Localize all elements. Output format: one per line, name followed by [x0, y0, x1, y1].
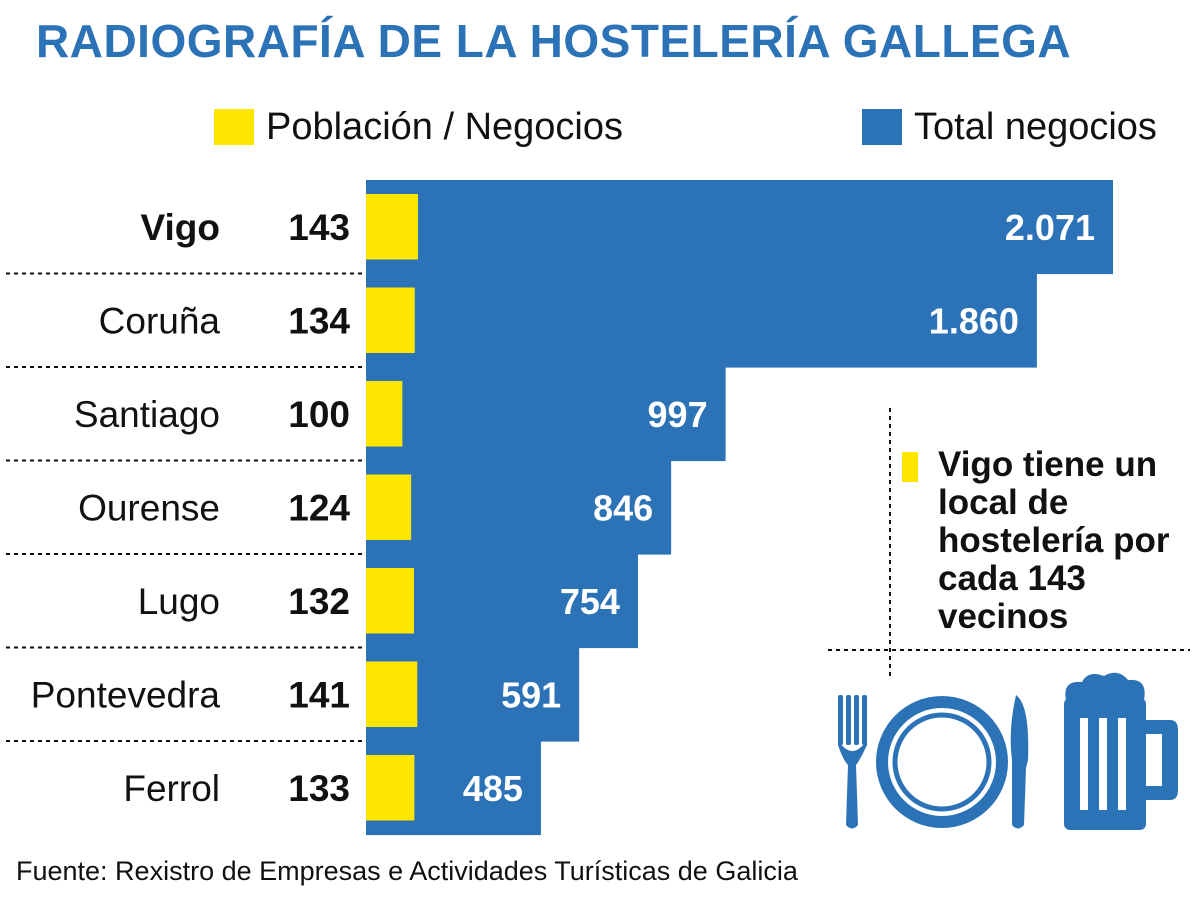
bar-total-1 — [366, 273, 1037, 368]
source-note: Fuente: Rexistro de Empresas e Actividad… — [16, 856, 798, 886]
ratio-label-0: 143 — [288, 207, 350, 248]
knife-icon — [1010, 695, 1029, 829]
chart-title: RADIOGRAFÍA DE LA HOSTELERÍA GALLEGA — [36, 15, 1072, 67]
category-label-1: Coruña — [99, 300, 221, 341]
bar-ratio-0 — [366, 194, 418, 260]
legend-label-total: Total negocios — [914, 105, 1157, 148]
legend-label-ratio: Población / Negocios — [266, 105, 623, 148]
value-label-3: 846 — [593, 487, 653, 528]
ratio-label-4: 132 — [288, 581, 350, 622]
bar-ratio-6 — [366, 755, 415, 821]
bar-ratio-3 — [366, 474, 412, 540]
ratio-label-5: 141 — [288, 674, 350, 715]
value-label-6: 485 — [463, 768, 523, 809]
legend-swatch-ratio — [214, 109, 254, 145]
category-label-4: Lugo — [138, 581, 220, 622]
row-separators — [6, 272, 366, 742]
bar-ratio-5 — [366, 661, 418, 727]
callout-marker — [902, 452, 918, 482]
fork-icon — [838, 695, 867, 829]
ratio-label-3: 124 — [288, 487, 350, 528]
beer-mug-icon — [1064, 672, 1178, 830]
value-label-2: 997 — [648, 394, 708, 435]
value-label-1: 1.860 — [929, 300, 1019, 341]
category-label-6: Ferrol — [123, 768, 220, 809]
value-label-0: 2.071 — [1005, 207, 1095, 248]
plate-icon — [876, 696, 1008, 828]
labels-layer: 2.071 Vigo 143 1.860 Coruña 134 997 Santiago 100… — [31, 207, 1095, 809]
ratio-label-2: 100 — [288, 394, 350, 435]
ratio-label-6: 133 — [288, 768, 350, 809]
category-label-3: Ourense — [78, 487, 220, 528]
callout-text: Vigo tiene un local de hostelería por ca… — [938, 445, 1170, 636]
bar-total-2 — [366, 367, 726, 462]
value-label-4: 754 — [560, 581, 620, 622]
category-label-0: Vigo — [141, 207, 221, 248]
bar-ratio-4 — [366, 568, 414, 634]
bar-ratio-2 — [366, 381, 403, 447]
legend-swatch-total — [862, 109, 902, 145]
legend-item-ratio: Población / Negocios — [214, 104, 623, 150]
category-label-5: Pontevedra — [31, 674, 221, 715]
category-label-2: Santiago — [74, 394, 220, 435]
legend-item-total: Total negocios — [862, 104, 1157, 150]
bar-total-3 — [366, 460, 672, 555]
bar-total-0 — [366, 180, 1113, 275]
ratio-label-1: 134 — [288, 300, 350, 341]
value-label-5: 591 — [501, 674, 561, 715]
bars-layer — [366, 180, 1113, 836]
bar-ratio-1 — [366, 287, 415, 353]
